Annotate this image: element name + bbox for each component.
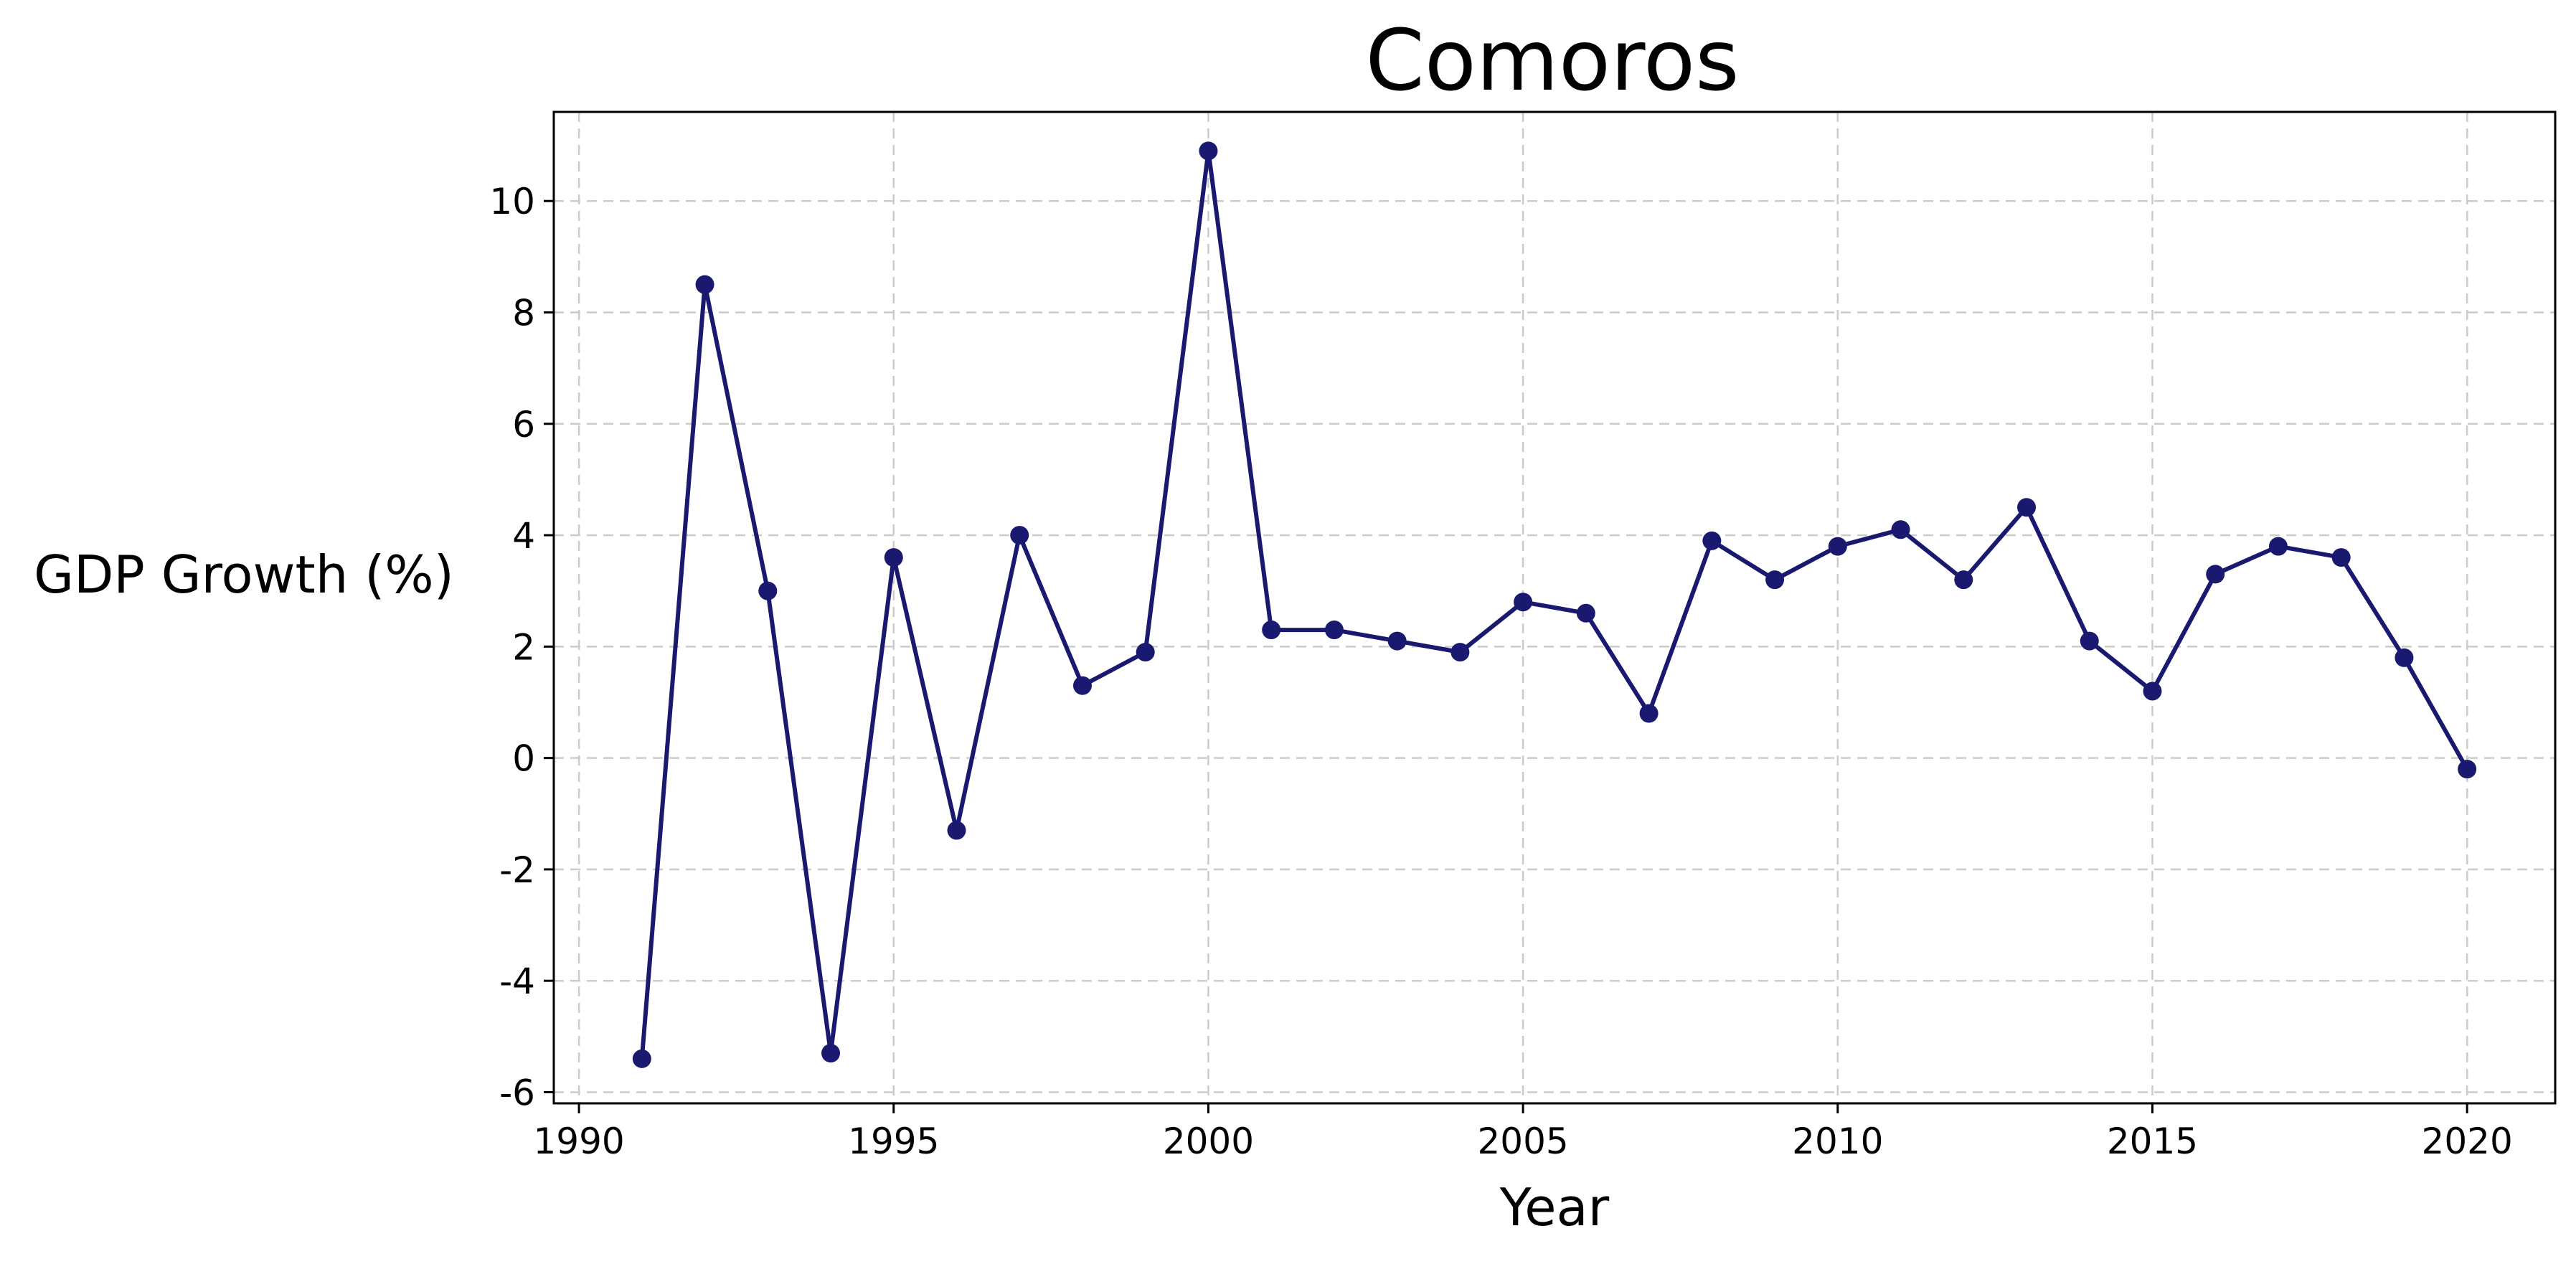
data-point [1891,520,1910,539]
data-point [1387,631,1407,651]
data-point [1702,531,1722,550]
data-point [1639,704,1659,723]
data-point [1765,570,1785,590]
data-point [1072,676,1092,695]
data-point [2268,537,2288,556]
data-point [1010,526,1029,545]
data-point [2143,681,2162,701]
plot-frame [552,110,2557,1105]
x-tick-label: 2020 [2422,1121,2513,1162]
y-tick-label: 4 [512,515,535,557]
x-tick-label: 2010 [1792,1121,1883,1162]
y-tick-label: -4 [499,961,535,1002]
data-point [2331,548,2351,567]
series-gdp-growth [632,141,2477,1068]
x-axis-label: Year [1499,1177,1610,1237]
data-point [632,1049,651,1068]
data-point [1450,643,1470,662]
data-point [1324,621,1344,640]
data-point [2206,565,2225,584]
y-tick-label: -2 [499,849,535,891]
x-tick-label: 2005 [1478,1121,1569,1162]
data-point [1828,537,1847,556]
y-tick-label: -6 [499,1072,535,1113]
x-tick-label: 2000 [1163,1121,1254,1162]
y-tick-label: 8 [512,293,535,334]
y-tick-label: 10 [489,181,535,222]
x-tick-label: 2015 [2107,1121,2198,1162]
data-point [2080,631,2099,651]
data-point [1199,141,1218,161]
y-tick-label: 6 [512,404,535,445]
y-tick-label: 0 [512,738,535,780]
chart-title: Comoros [1365,11,1739,110]
data-point [758,581,778,600]
data-point [1262,621,1281,640]
data-point [2017,498,2037,517]
y-axis-label: GDP Growth (%) [34,544,454,605]
data-point [1514,593,1533,612]
grid [554,112,2555,1103]
x-tick-label: 1990 [533,1121,624,1162]
data-point [1954,570,1973,590]
data-point [695,275,714,294]
data-point [2395,648,2414,667]
data-point [821,1044,841,1063]
data-point [2458,760,2477,779]
data-point [884,548,903,567]
data-point [1576,603,1595,623]
series-line [639,148,2469,1060]
y-tick-label: 2 [512,626,535,668]
data-point [947,821,966,840]
x-tick-label: 1995 [848,1121,939,1162]
x-axis: 1990 1995 2000 2005 2010 2015 2020 [533,1103,2513,1162]
data-point [1136,643,1155,662]
y-axis: -6 -4 -2 0 2 4 6 8 10 [489,181,554,1113]
